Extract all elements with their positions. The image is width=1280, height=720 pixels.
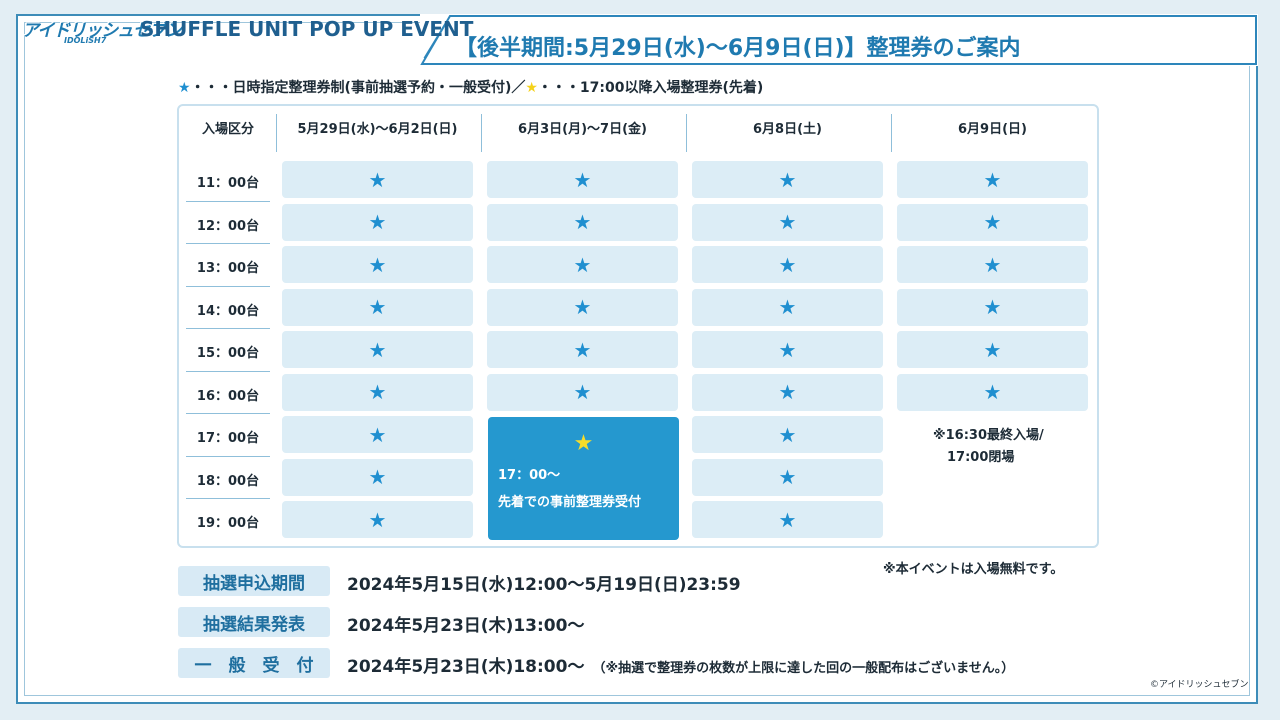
header-banner	[420, 14, 1258, 66]
time-label: 12：00台	[196, 218, 260, 234]
info-value-results: 2024年5月23日(木)13:00〜	[347, 616, 585, 636]
blue-star-icon: ★	[897, 288, 1088, 326]
blue-star-icon: ★	[282, 331, 473, 368]
legend: ★・・・日時指定整理券制(事前抽選予約・一般受付)／★・・・17:00以降入場整…	[178, 77, 763, 97]
info-label-general: 一 般 受 付	[178, 648, 330, 678]
blue-star-icon: ★	[692, 501, 883, 538]
blue-star-icon: ★	[487, 161, 678, 198]
legend-yellow-text: ・・・17:00以降入場整理券(先着)	[537, 80, 764, 96]
row-divider	[186, 328, 270, 329]
blue-star-icon: ★	[897, 161, 1088, 198]
closing-note-line2: 17:00閉場	[947, 450, 1015, 465]
blue-star-icon: ★	[692, 373, 883, 411]
logo: アイドリッシュセブン IDOLiSH7	[22, 16, 182, 50]
blue-star-icon: ★	[692, 416, 883, 453]
time-label: 13：00台	[196, 261, 260, 276]
legend-blue-text: ・・・日時指定整理券制(事前抽選予約・一般受付)／	[190, 80, 526, 96]
blue-star-icon: ★	[282, 501, 473, 538]
row-divider	[186, 243, 270, 244]
yellow-star-icon: ★	[573, 431, 594, 456]
time-label: 14：00台	[196, 303, 260, 319]
blue-star-icon: ★	[692, 331, 883, 368]
blue-star-icon: ★	[282, 458, 473, 496]
blue-star-icon: ★	[897, 373, 1088, 411]
page-title: 【後半期間:5月29日(水)〜6月9日(日)】整理券のご案内	[455, 36, 1021, 61]
table-header-col4: 6月9日(日)	[958, 122, 1027, 137]
row-divider	[186, 285, 270, 287]
blue-star-icon: ★	[487, 203, 678, 241]
time-label: 11：00台	[196, 176, 260, 191]
legend-blue-star-icon: ★	[178, 80, 191, 96]
info-label-results: 抽選結果発表	[178, 607, 330, 637]
table-header-col3: 6月8日(土)	[753, 122, 822, 137]
blue-star-icon: ★	[282, 288, 473, 326]
blue-star-icon: ★	[692, 161, 883, 198]
blue-star-icon: ★	[487, 373, 678, 411]
row-divider	[186, 200, 270, 202]
blue-star-icon: ★	[692, 458, 883, 496]
event-title: SHUFFLE UNIT POP UP EVENT	[140, 17, 474, 41]
blue-star-icon: ★	[282, 203, 473, 241]
banner-shape	[420, 15, 1257, 65]
info-value-general: 2024年5月23日(木)18:00〜 （※抽選で整理券の枚数が上限に達した回の一…	[347, 652, 1014, 677]
info-label-application: 抽選申込期間	[178, 566, 330, 596]
special-cell-time: 17：00〜	[498, 468, 561, 483]
info-general-note: （※抽選で整理券の枚数が上限に達した回の一般配布はございません。）	[592, 661, 1015, 676]
blue-star-icon: ★	[897, 331, 1088, 368]
blue-star-icon: ★	[897, 246, 1088, 283]
sunday-closing-note: ※16:30最終入場/ 17:00閉場	[933, 425, 1044, 469]
table-header-entry: 入場区分	[201, 122, 254, 137]
logo-subtext: IDOLiSH7	[64, 36, 107, 45]
time-label: 17：00台	[196, 431, 260, 446]
time-label: 19：00台	[196, 516, 260, 531]
copyright: ©アイドリッシュセブン	[1150, 680, 1249, 690]
time-label: 15：00台	[196, 346, 260, 361]
time-label: 18：00台	[196, 473, 260, 489]
blue-star-icon: ★	[487, 288, 678, 326]
column-divider	[891, 114, 892, 152]
blue-star-icon: ★	[692, 203, 883, 241]
free-entry-note: ※本イベントは入場無料です。	[883, 562, 1064, 577]
column-divider	[481, 114, 482, 152]
blue-star-icon: ★	[282, 161, 473, 198]
blue-star-icon: ★	[897, 203, 1088, 241]
blue-star-icon: ★	[282, 416, 473, 453]
blue-star-icon: ★	[487, 246, 678, 283]
blue-star-icon: ★	[487, 331, 678, 368]
table-header-col1: 5月29日(水)〜6月2日(日)	[297, 122, 458, 137]
info-value-general-text: 2024年5月23日(木)18:00〜	[347, 657, 585, 677]
blue-star-icon: ★	[282, 246, 473, 283]
closing-note-line1: ※16:30最終入場/	[933, 428, 1044, 443]
special-cell-17-onwards: ★ 17：00〜 先着での事前整理券受付	[488, 417, 679, 540]
time-label: 16：00台	[196, 388, 260, 404]
row-divider	[186, 455, 270, 457]
logo-text: アイドリッシュセブン	[22, 21, 182, 41]
info-value-application: 2024年5月15日(水)12:00〜5月19日(日)23:59	[347, 575, 741, 595]
blue-star-icon: ★	[692, 246, 883, 283]
legend-yellow-star-icon: ★	[525, 80, 538, 96]
blue-star-icon: ★	[282, 373, 473, 411]
row-divider	[186, 370, 270, 372]
row-divider	[186, 413, 270, 414]
special-cell-description: 先着での事前整理券受付	[498, 495, 642, 510]
row-divider	[186, 498, 270, 499]
column-divider	[276, 114, 277, 152]
column-divider	[686, 114, 687, 152]
table-header-col2: 6月3日(月)〜7日(金)	[518, 122, 647, 137]
blue-star-icon: ★	[692, 288, 883, 326]
